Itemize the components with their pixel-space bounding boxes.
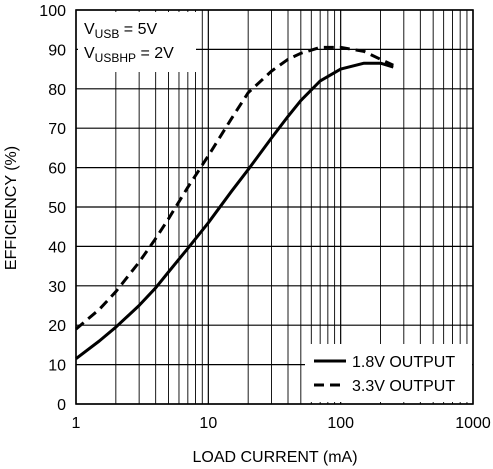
annotation-background bbox=[78, 12, 196, 72]
y-axis-label: EFFICIENCY (%) bbox=[3, 146, 20, 270]
y-tick-label: 60 bbox=[48, 161, 66, 178]
y-tick-label: 80 bbox=[48, 82, 66, 99]
axes-layer bbox=[75, 9, 474, 405]
plot-frame bbox=[75, 9, 474, 405]
legend: 1.8V OUTPUT 3.3V OUTPUT bbox=[305, 344, 472, 402]
y-tick-label: 70 bbox=[48, 121, 66, 138]
y-tick-label: 50 bbox=[48, 200, 66, 217]
legend-label-1: 1.8V OUTPUT bbox=[352, 354, 455, 371]
y-tick-label: 100 bbox=[39, 3, 66, 20]
annotation-box: VUSB = 5V VUSBHP = 2V bbox=[78, 12, 196, 72]
x-tick-label: 1000 bbox=[455, 415, 491, 432]
y-tick-label: 30 bbox=[48, 279, 66, 296]
series-layer bbox=[75, 45, 394, 360]
x-tick-label: 100 bbox=[327, 415, 354, 432]
y-tick-label: 90 bbox=[48, 42, 66, 59]
condition-annotation: VUSBHP = 2V bbox=[84, 45, 174, 65]
y-tick-label: 40 bbox=[48, 239, 66, 256]
y-tick-label: 10 bbox=[48, 358, 66, 375]
condition-annotation: VUSB = 5V bbox=[84, 21, 157, 41]
legend-label-2: 3.3V OUTPUT bbox=[352, 378, 455, 395]
legend-background bbox=[305, 344, 472, 402]
y-tick-label: 20 bbox=[48, 318, 66, 335]
series-line-1 bbox=[75, 61, 394, 360]
x-tick-label: 10 bbox=[199, 415, 217, 432]
x-tick-label: 1 bbox=[72, 415, 81, 432]
y-tick-label: 0 bbox=[57, 397, 66, 414]
x-axis-label: LOAD CURRENT (mA) bbox=[192, 449, 357, 466]
series-line-2 bbox=[75, 45, 394, 331]
